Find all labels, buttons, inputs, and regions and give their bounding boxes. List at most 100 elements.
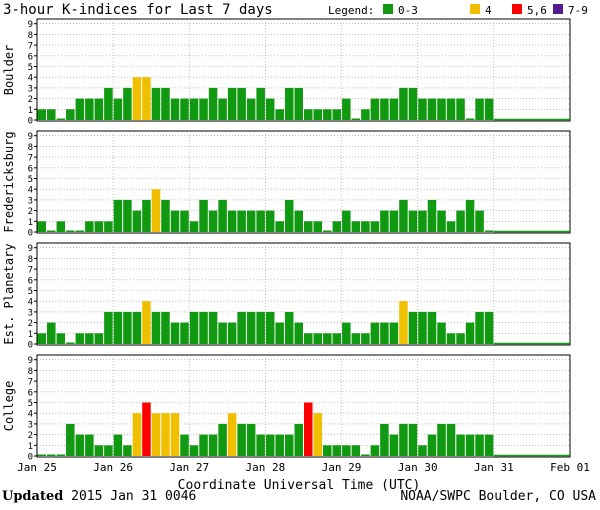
legend-swatch xyxy=(383,4,393,14)
k-index-bar xyxy=(456,333,465,344)
y-tick-label: 3 xyxy=(28,84,33,94)
x-tick-label: Jan 26 xyxy=(93,461,133,474)
k-index-bar xyxy=(342,322,351,344)
k-index-bar xyxy=(170,98,180,120)
y-tick-label: 9 xyxy=(28,356,33,366)
k-index-bar xyxy=(275,221,284,232)
k-index-bar xyxy=(161,199,170,232)
k-index-bar xyxy=(256,210,265,232)
k-index-bar xyxy=(351,445,361,456)
k-index-bar xyxy=(132,311,142,344)
k-index-bar xyxy=(170,322,180,344)
k-index-bar xyxy=(399,87,408,120)
k-index-bar xyxy=(275,322,284,344)
k-index-bar xyxy=(418,210,427,232)
k-index-bar xyxy=(370,322,380,344)
y-tick-label: 6 xyxy=(28,388,33,398)
k-index-bar xyxy=(66,342,75,344)
y-tick-label: 2 xyxy=(28,319,33,329)
k-index-bar xyxy=(199,434,208,456)
k-index-bar xyxy=(208,434,218,456)
k-index-bar xyxy=(189,311,199,344)
k-index-bar xyxy=(256,311,265,344)
k-index-bar xyxy=(370,445,380,456)
k-index-bar xyxy=(218,322,227,344)
k-index-bar xyxy=(323,230,332,232)
y-tick-label: 4 xyxy=(28,298,33,308)
station-label: Boulder xyxy=(2,45,16,96)
x-tick-label: Jan 30 xyxy=(398,461,438,474)
k-index-bar xyxy=(265,311,275,344)
k-index-bar xyxy=(47,322,56,344)
k-index-bar xyxy=(351,221,361,232)
k-index-bar xyxy=(323,445,332,456)
k-index-bar xyxy=(418,311,427,344)
panels: 0123456789Boulder0123456789Fredericksbur… xyxy=(2,18,571,463)
k-index-bar xyxy=(323,333,332,344)
k-index-bar xyxy=(246,423,256,456)
y-tick-label: 5 xyxy=(28,399,33,409)
k-index-bar xyxy=(218,199,227,232)
k-index-bar xyxy=(123,87,132,120)
k-index-bar xyxy=(380,98,389,120)
k-index-bar xyxy=(66,423,75,456)
y-tick-label: 7 xyxy=(28,266,33,276)
k-index-bar xyxy=(94,445,104,456)
k-index-bar xyxy=(332,109,342,120)
y-tick-label: 2 xyxy=(28,207,33,217)
y-tick-label: 8 xyxy=(28,31,33,41)
x-tick-label: Jan 31 xyxy=(474,461,514,474)
k-index-bar xyxy=(465,434,475,456)
k-index-bar xyxy=(351,118,361,120)
k-index-bar xyxy=(227,413,237,456)
k-index-bar xyxy=(456,210,465,232)
k-index-bar xyxy=(94,98,104,120)
k-index-bar xyxy=(37,333,47,344)
k-index-bar xyxy=(456,434,465,456)
legend-entry: 0-3 xyxy=(398,4,418,17)
k-index-bar xyxy=(265,434,275,456)
k-index-bar xyxy=(313,221,323,232)
k-index-bar xyxy=(475,311,484,344)
k-index-bar xyxy=(37,109,47,120)
x-axis: Jan 25 Jan 26 Jan 27 Jan 28 Jan 29 Jan 30 Jan … xyxy=(17,461,590,474)
k-index-bar xyxy=(380,423,389,456)
k-index-bar xyxy=(47,109,56,120)
k-index-bar xyxy=(208,87,218,120)
k-index-bar xyxy=(427,98,437,120)
k-index-bar xyxy=(284,87,294,120)
k-index-bar xyxy=(75,434,85,456)
y-tick-label: 3 xyxy=(28,308,33,318)
k-index-bar xyxy=(304,109,313,120)
k-index-bar xyxy=(380,322,389,344)
k-index-bar xyxy=(104,87,113,120)
k-index-bar xyxy=(132,413,142,456)
k-index-bar xyxy=(227,322,237,344)
k-index-bar xyxy=(275,434,284,456)
legend-swatch xyxy=(470,4,480,14)
k-index-bar xyxy=(151,189,161,232)
panel-frame xyxy=(36,354,571,458)
k-index-bar xyxy=(56,333,66,344)
y-tick-label: 4 xyxy=(28,410,33,420)
y-tick-label: 0 xyxy=(28,229,33,239)
k-index-bar xyxy=(484,434,494,456)
y-tick-label: 5 xyxy=(28,175,33,185)
k-index-bar xyxy=(161,311,170,344)
x-tick-label: Jan 28 xyxy=(246,461,286,474)
y-tick-label: 2 xyxy=(28,431,33,441)
k-index-bar xyxy=(361,454,370,456)
k-index-bar xyxy=(265,98,275,120)
chart-title: 3-hour K-indices for Last 7 days xyxy=(3,2,273,18)
k-index-bar xyxy=(199,199,208,232)
k-index-bar xyxy=(85,98,94,120)
y-tick-label: 4 xyxy=(28,74,33,84)
k-index-bar xyxy=(332,221,342,232)
k-index-bar xyxy=(294,210,303,232)
panel-frame xyxy=(36,130,571,234)
y-tick-label: 1 xyxy=(28,106,33,116)
